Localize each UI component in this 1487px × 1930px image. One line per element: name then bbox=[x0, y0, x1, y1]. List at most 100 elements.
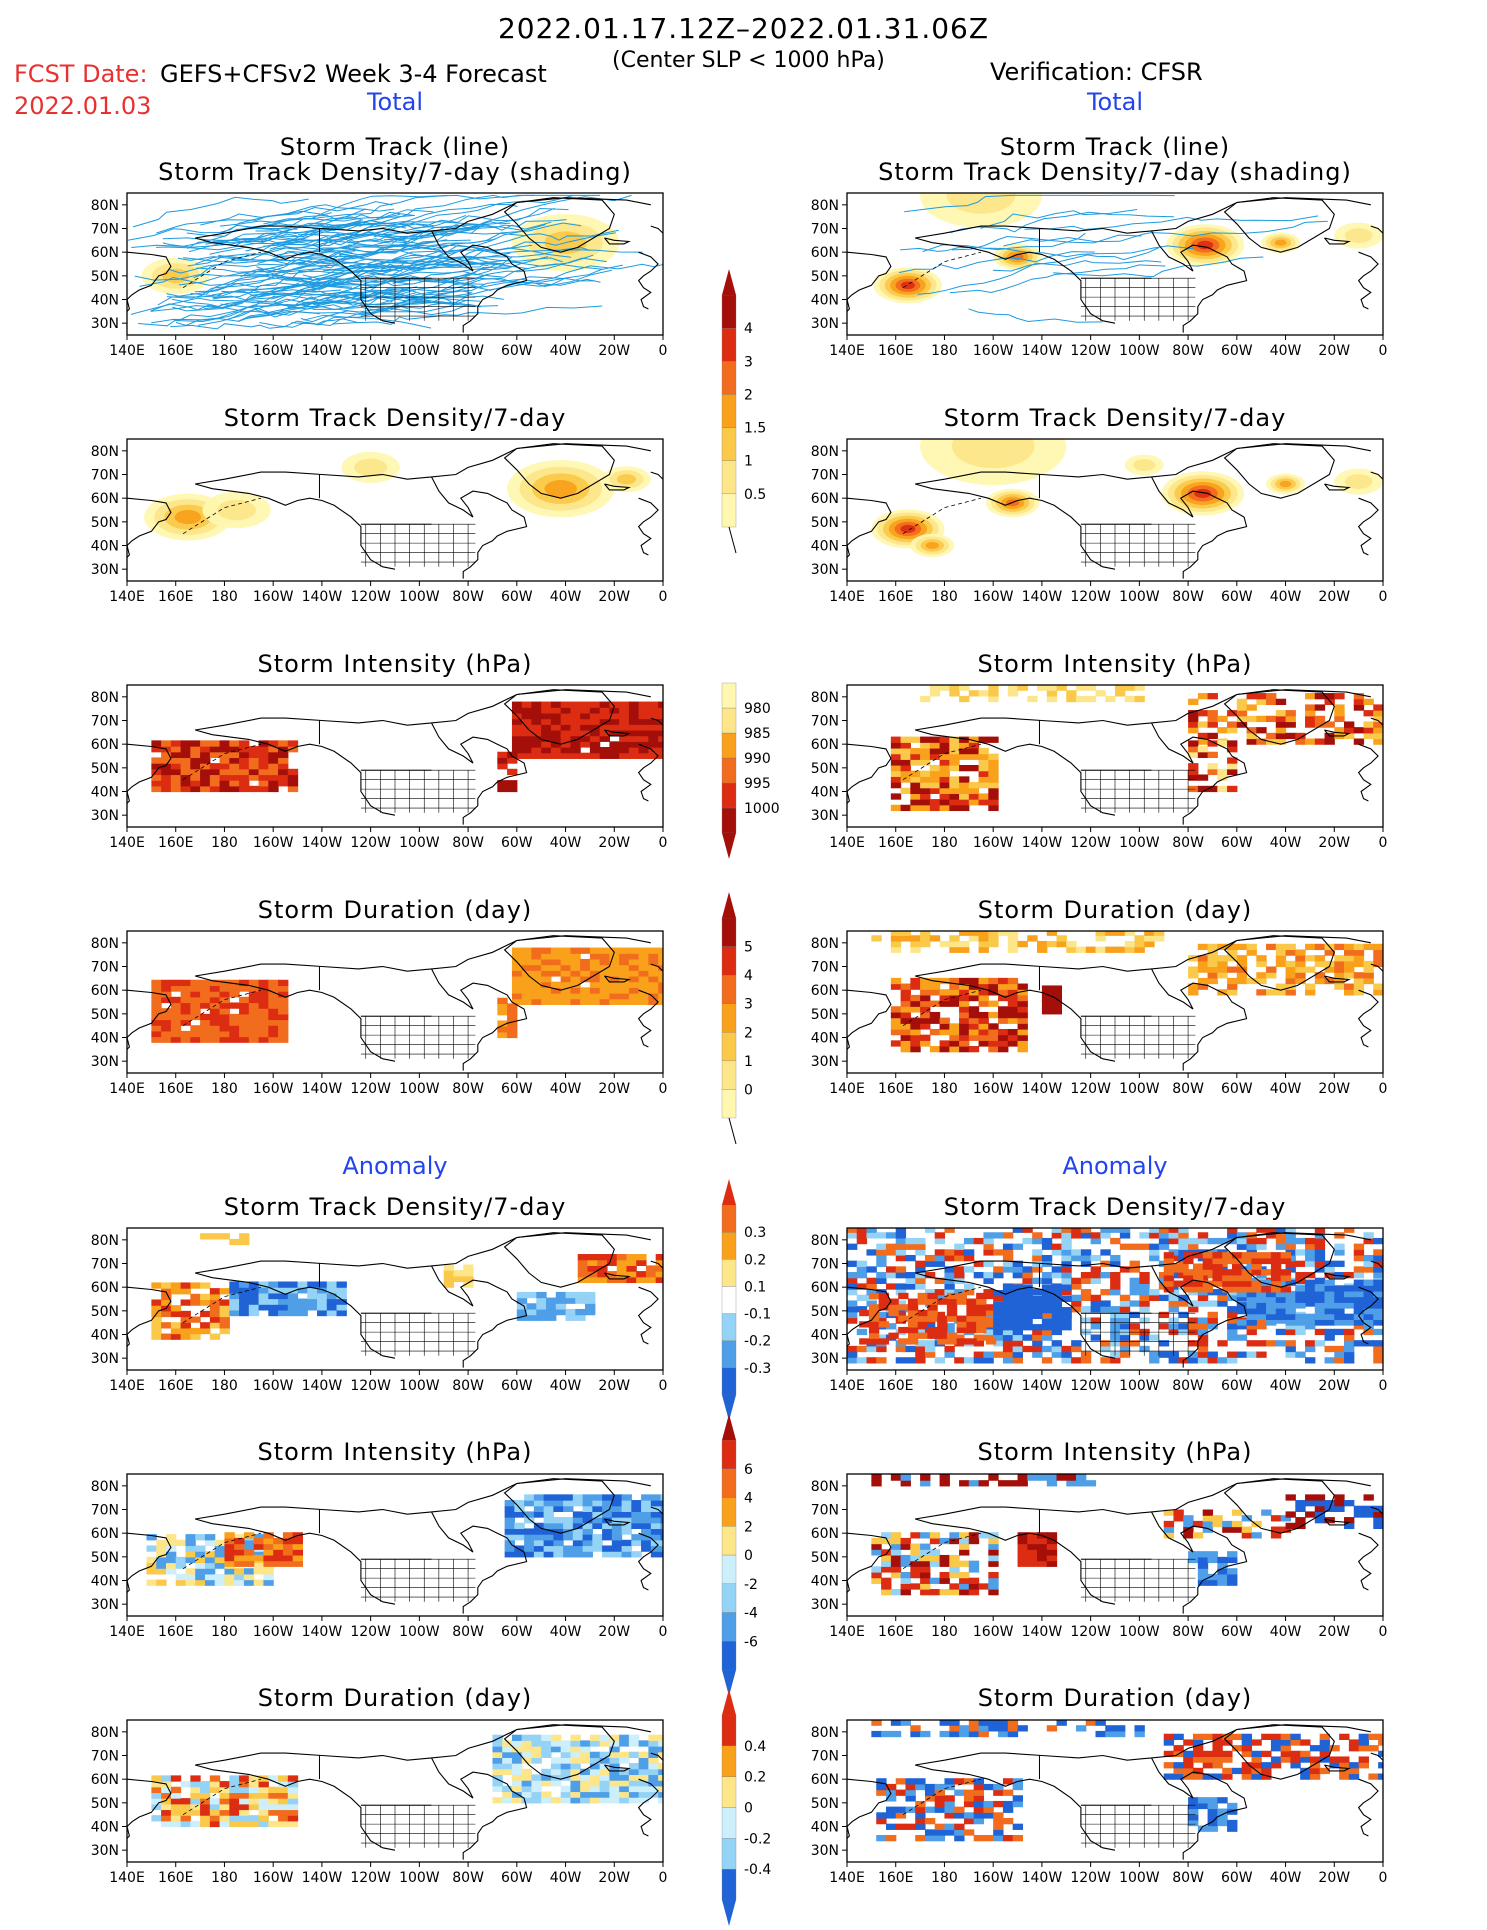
lon-label: 140W bbox=[1022, 835, 1063, 851]
lon-label: 40W bbox=[1270, 1870, 1302, 1886]
colorbar-label: 2 bbox=[744, 1025, 753, 1041]
lon-label: 60W bbox=[501, 589, 533, 605]
lon-label: 160E bbox=[158, 1624, 194, 1640]
lat-label: 50N bbox=[91, 515, 119, 531]
lon-label: 40W bbox=[1270, 1378, 1302, 1394]
lon-label: 40W bbox=[1270, 589, 1302, 605]
colorbar-label: 1 bbox=[744, 1054, 753, 1070]
map-panel-duration-anom-left: 80N 70N 60N 50N 40N 30N 140E 160E 180 160W 140W 120… bbox=[91, 1719, 668, 1886]
lon-label: 0 bbox=[659, 1870, 668, 1886]
lon-label: 20W bbox=[598, 1081, 630, 1097]
lat-label: 70N bbox=[811, 714, 839, 730]
map-panel-density-anom-left: 80N 70N 60N 50N 40N 30N 140E 160E 180 160W 140W 120… bbox=[91, 1227, 667, 1394]
lon-label: 160E bbox=[878, 1870, 914, 1886]
lat-label: 40N bbox=[91, 1574, 119, 1590]
lat-label: 50N bbox=[811, 269, 839, 285]
lon-label: 160W bbox=[973, 1378, 1014, 1394]
lon-label: 120W bbox=[350, 343, 391, 359]
lat-label: 70N bbox=[91, 468, 119, 484]
colorbar-label: 0.2 bbox=[744, 1770, 766, 1786]
lon-label: 80W bbox=[452, 1378, 484, 1394]
lon-label: 60W bbox=[501, 343, 533, 359]
lon-label: 60W bbox=[501, 1870, 533, 1886]
lon-label: 80W bbox=[1172, 1870, 1204, 1886]
map-panel-duration-left: 80N 70N 60N 50N 40N 30N 140E 160E 180 160W 140W 120… bbox=[91, 930, 667, 1097]
colorbar-label: 1 bbox=[744, 454, 753, 470]
lon-label: 0 bbox=[1379, 1378, 1388, 1394]
lat-label: 40N bbox=[91, 1820, 119, 1836]
lon-label: 0 bbox=[659, 589, 668, 605]
lon-label: 80W bbox=[1172, 343, 1204, 359]
lon-label: 180 bbox=[211, 589, 238, 605]
lon-label: 180 bbox=[931, 343, 958, 359]
lat-label: 30N bbox=[811, 316, 839, 332]
lon-label: 180 bbox=[931, 835, 958, 851]
lon-label: 120W bbox=[1070, 343, 1111, 359]
lat-label: 30N bbox=[91, 1351, 119, 1367]
title-duration-right: Storm Duration (day) bbox=[977, 896, 1253, 924]
lon-label: 40W bbox=[550, 1870, 582, 1886]
lat-label: 30N bbox=[91, 562, 119, 578]
lat-label: 70N bbox=[811, 1749, 839, 1765]
lon-label: 80W bbox=[1172, 589, 1204, 605]
lon-label: 100W bbox=[1119, 1081, 1160, 1097]
map-panel-duration-anom-right: 80N 70N 60N 50N 40N 30N 140E 160E 180 160W 140W 120… bbox=[811, 1719, 1387, 1886]
lon-label: 60W bbox=[1221, 835, 1253, 851]
lat-label: 80N bbox=[91, 1233, 119, 1249]
lon-label: 20W bbox=[1318, 1870, 1350, 1886]
lon-label: 180 bbox=[211, 343, 238, 359]
lon-label: 100W bbox=[399, 1378, 440, 1394]
lon-label: 160W bbox=[253, 589, 294, 605]
colorbar-label: 4 bbox=[744, 1491, 753, 1507]
lat-label: 40N bbox=[91, 293, 119, 309]
lon-label: 20W bbox=[598, 1378, 630, 1394]
lon-label: 80W bbox=[452, 589, 484, 605]
lon-label: 160W bbox=[973, 1870, 1014, 1886]
lat-label: 70N bbox=[91, 1257, 119, 1273]
lon-label: 120W bbox=[1070, 1378, 1111, 1394]
date-range-title: 2022.01.17.12Z–2022.01.31.06Z bbox=[497, 12, 990, 45]
lon-label: 20W bbox=[598, 589, 630, 605]
lat-label: 50N bbox=[91, 1007, 119, 1023]
lat-label: 80N bbox=[91, 198, 119, 214]
lon-label: 100W bbox=[1119, 1870, 1160, 1886]
lat-label: 40N bbox=[91, 1031, 119, 1047]
lon-label: 80W bbox=[452, 1870, 484, 1886]
colorbar-label: 3 bbox=[744, 997, 753, 1013]
lon-label: 180 bbox=[931, 1870, 958, 1886]
colorbar-label: -0.2 bbox=[744, 1334, 771, 1350]
lon-label: 160W bbox=[253, 1378, 294, 1394]
colorbar-density-total: 0.5 1 1.5 2 3 4 bbox=[721, 269, 766, 554]
lat-label: 80N bbox=[811, 444, 839, 460]
lon-label: 180 bbox=[211, 1378, 238, 1394]
colorbar-label: 0 bbox=[744, 1801, 753, 1817]
lat-label: 80N bbox=[91, 690, 119, 706]
lon-label: 80W bbox=[1172, 1081, 1204, 1097]
lat-label: 30N bbox=[91, 808, 119, 824]
lon-label: 160E bbox=[158, 835, 194, 851]
lon-label: 180 bbox=[211, 1081, 238, 1097]
lon-label: 140W bbox=[1022, 1870, 1063, 1886]
section-anomaly-right: Anomaly bbox=[1062, 1152, 1168, 1180]
lat-label: 70N bbox=[811, 960, 839, 976]
lat-label: 80N bbox=[91, 444, 119, 460]
lon-label: 120W bbox=[350, 1870, 391, 1886]
lon-label: 20W bbox=[598, 1624, 630, 1640]
lon-label: 80W bbox=[452, 835, 484, 851]
colorbar-label: 5 bbox=[744, 940, 753, 956]
title-duration-left: Storm Duration (day) bbox=[257, 896, 533, 924]
lat-label: 70N bbox=[91, 960, 119, 976]
lon-label: 180 bbox=[211, 1870, 238, 1886]
lon-label: 0 bbox=[659, 835, 668, 851]
lat-label: 60N bbox=[91, 491, 119, 507]
title-intensity-left: Storm Intensity (hPa) bbox=[257, 650, 533, 678]
lat-label: 40N bbox=[811, 293, 839, 309]
lon-label: 60W bbox=[1221, 343, 1253, 359]
lon-label: 120W bbox=[1070, 1624, 1111, 1640]
lat-label: 80N bbox=[91, 1725, 119, 1741]
colorbar-label: 2 bbox=[744, 1519, 753, 1535]
lon-label: 160E bbox=[878, 1081, 914, 1097]
lat-label: 50N bbox=[811, 1007, 839, 1023]
lat-label: 70N bbox=[91, 1749, 119, 1765]
lon-label: 160E bbox=[878, 1624, 914, 1640]
